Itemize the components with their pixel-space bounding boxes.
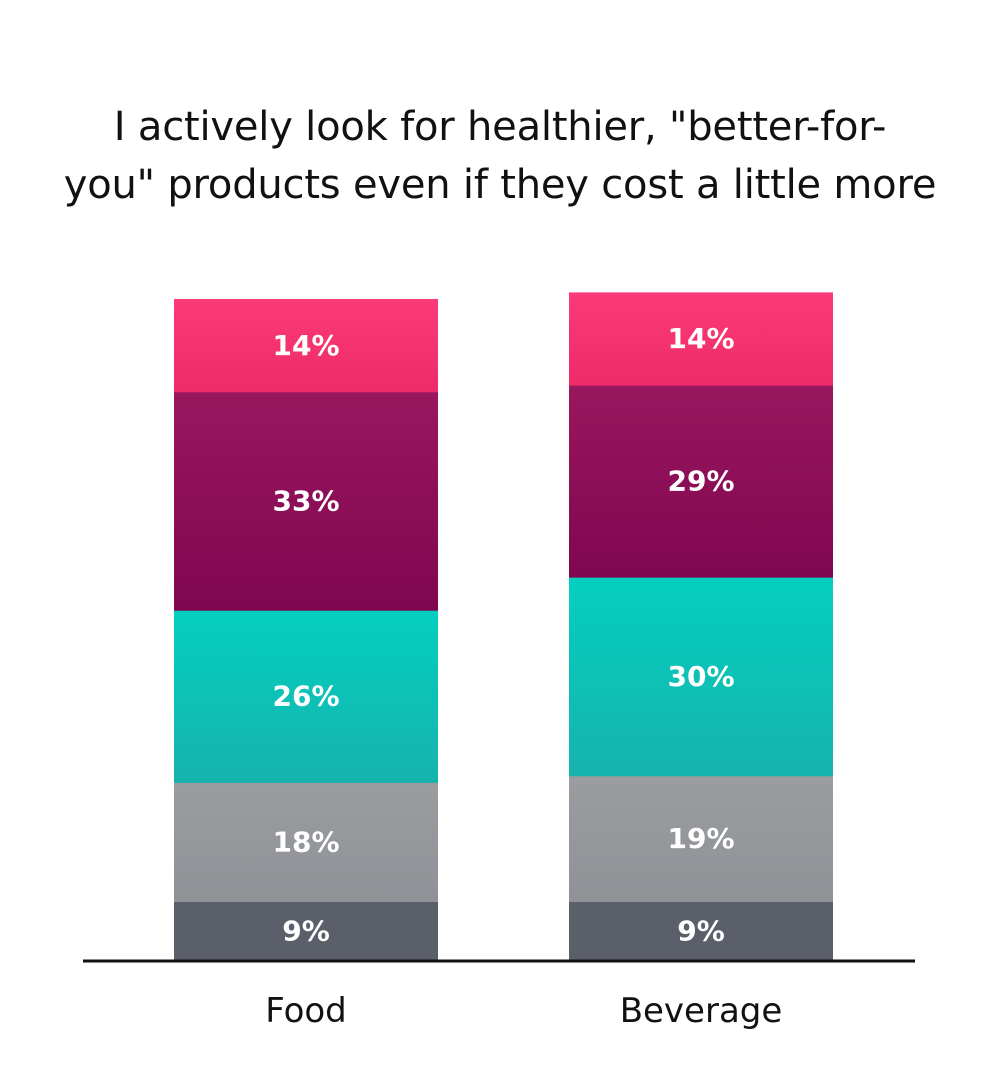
data-label-beverage-0: 9% [677,915,725,948]
data-label-beverage-3: 29% [667,465,734,498]
bar-segment-beverage-0 [569,901,833,962]
data-label-food-1: 18% [272,825,339,858]
bar-segment-food-1 [174,782,438,903]
bar-segment-food-4 [174,299,438,393]
data-label-food-3: 33% [272,484,339,517]
bars-group: 9% 18% 26% 33% 14% 9% 19% 30% 29% 14% [174,292,833,962]
bar-segment-beverage-2 [569,577,833,777]
category-label-food: Food [265,991,347,1031]
data-label-beverage-1: 19% [667,822,734,855]
bar-segment-beverage-1 [569,775,833,903]
bar-segment-food-0 [174,901,438,962]
data-label-food-4: 14% [272,329,339,362]
data-label-beverage-4: 14% [667,322,734,355]
bar-segment-food-2 [174,610,438,783]
chart-title-line-2: you" products even if they cost a little… [63,162,937,208]
bar-segment-beverage-3 [569,385,833,578]
chart-title-line-1: I actively look for healthier, "better-f… [113,104,887,150]
data-label-beverage-2: 30% [667,660,734,693]
category-labels-group: Food Beverage [265,991,782,1031]
bar-segment-food-3 [174,391,438,611]
category-label-beverage: Beverage [620,991,783,1031]
bar-segment-beverage-4 [569,292,833,386]
data-label-food-2: 26% [272,680,339,713]
data-label-food-0: 9% [282,915,330,948]
chart-title: I actively look for healthier, "better-f… [0,98,1000,214]
